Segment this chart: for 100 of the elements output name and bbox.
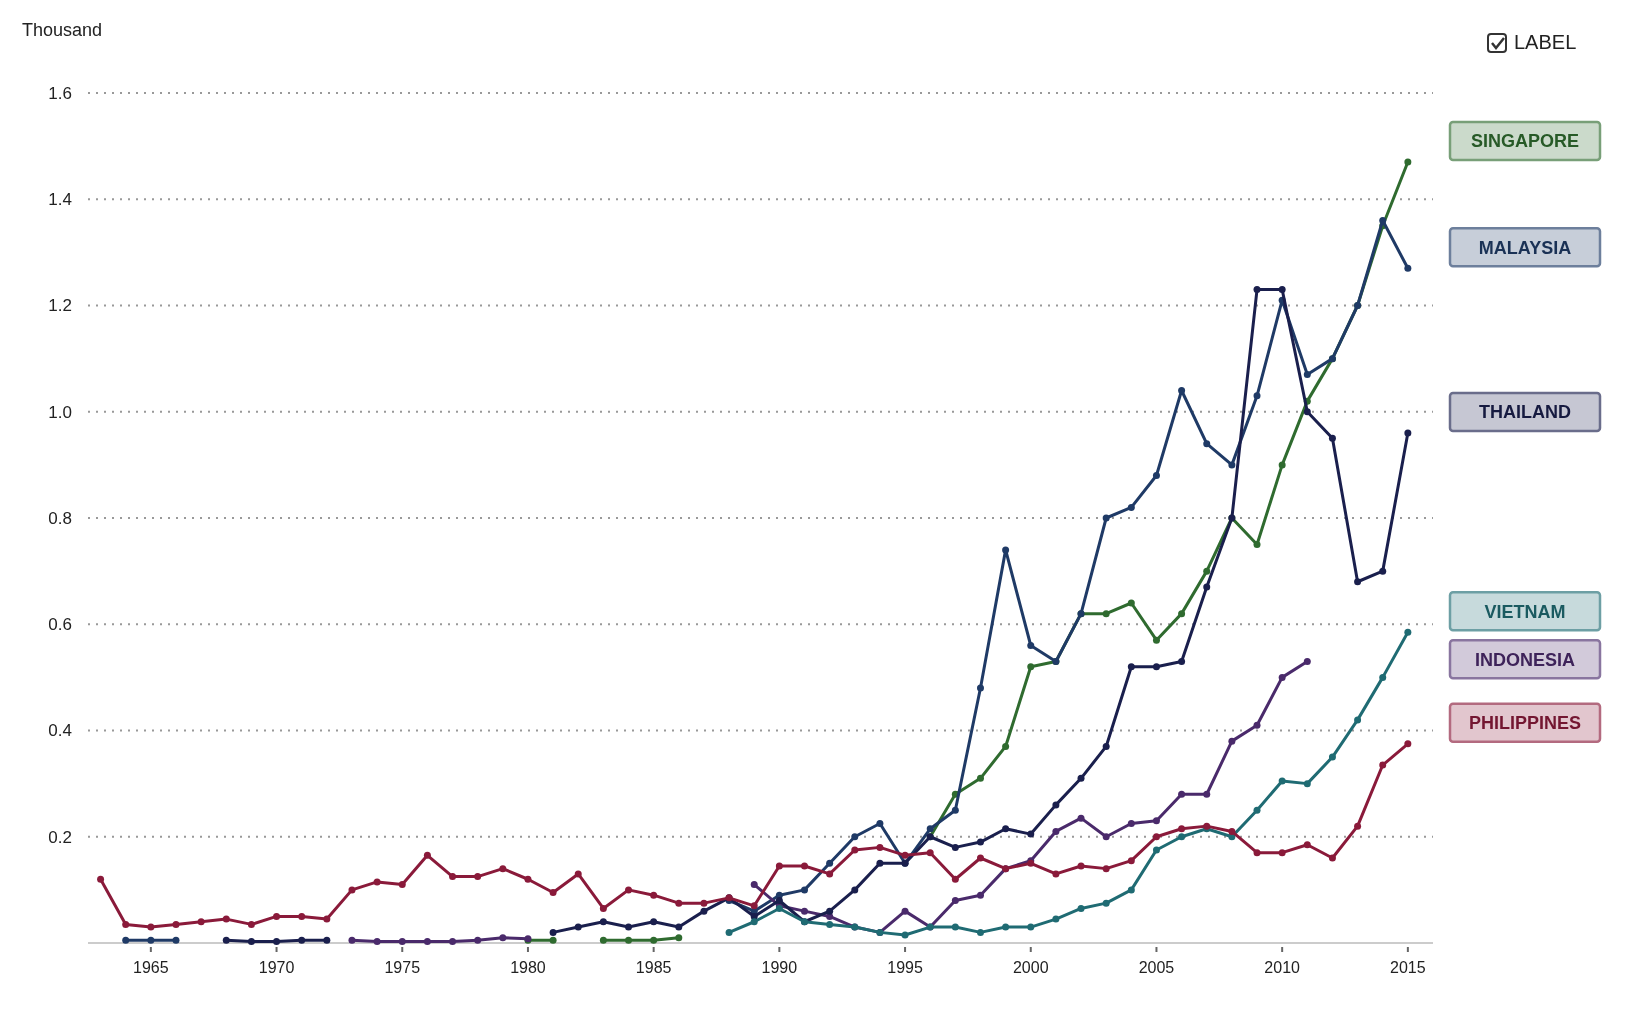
point <box>951 843 959 851</box>
point <box>1027 642 1035 649</box>
point <box>876 843 884 851</box>
point <box>1303 841 1311 849</box>
point <box>1127 857 1135 865</box>
point <box>976 774 984 782</box>
point <box>876 859 884 867</box>
y-tick-label: 0.6 <box>48 615 72 635</box>
point <box>1027 923 1035 931</box>
point <box>1178 610 1186 618</box>
point <box>1253 806 1261 814</box>
point <box>423 851 431 859</box>
point <box>1052 915 1060 923</box>
point <box>1077 774 1085 782</box>
point <box>549 936 557 944</box>
point <box>499 934 507 942</box>
y-axis-title: Thousand <box>22 20 103 40</box>
point <box>549 928 557 936</box>
point <box>449 873 457 881</box>
point <box>122 920 130 928</box>
point <box>1228 827 1236 835</box>
point <box>1152 472 1160 479</box>
point <box>1328 854 1336 862</box>
point <box>298 912 306 920</box>
point <box>423 937 431 945</box>
point <box>247 937 255 945</box>
point <box>449 937 457 945</box>
point <box>1102 899 1110 907</box>
y-tick-label: 1.2 <box>48 296 72 316</box>
point <box>1278 461 1286 469</box>
point <box>1102 514 1110 522</box>
point <box>1253 286 1261 294</box>
point <box>1152 636 1160 644</box>
point <box>725 928 733 936</box>
point <box>675 923 683 931</box>
point <box>1278 777 1286 785</box>
point <box>1379 217 1387 224</box>
point <box>1354 578 1362 586</box>
x-tick-label: 1980 <box>510 959 546 976</box>
point <box>1178 833 1186 841</box>
point <box>499 865 507 873</box>
point <box>675 899 683 907</box>
point <box>1328 434 1336 442</box>
point <box>348 886 356 894</box>
point <box>901 851 909 859</box>
point <box>172 920 180 928</box>
point <box>1303 408 1311 416</box>
point <box>1203 790 1211 798</box>
point <box>273 937 281 945</box>
point <box>122 936 130 944</box>
point <box>1404 429 1412 437</box>
point <box>625 886 633 894</box>
point <box>901 907 909 915</box>
x-tick-label: 2005 <box>1138 959 1175 976</box>
point <box>1203 583 1211 591</box>
point <box>97 875 105 883</box>
x-tick-label: 2015 <box>1390 959 1426 976</box>
x-tick-label: 1995 <box>887 959 923 976</box>
point <box>826 920 834 928</box>
point <box>1152 663 1160 671</box>
point <box>1152 846 1160 854</box>
point <box>976 684 984 692</box>
text: LABEL <box>1514 31 1577 53</box>
x-tick-label: 1985 <box>635 959 672 976</box>
text: PHILIPPINES <box>1468 713 1582 734</box>
point <box>1002 546 1010 554</box>
point <box>801 886 808 894</box>
point <box>549 889 557 897</box>
point <box>775 897 783 904</box>
point <box>247 920 255 928</box>
point <box>951 806 959 814</box>
point <box>700 899 708 907</box>
point <box>1379 761 1387 769</box>
point <box>976 854 984 862</box>
point <box>1002 825 1010 833</box>
point <box>574 923 582 931</box>
point <box>650 936 658 944</box>
x-tick-label: 1975 <box>384 959 421 976</box>
point <box>775 862 783 870</box>
point <box>1178 387 1186 394</box>
point <box>1002 742 1010 750</box>
y-tick-label: 0.4 <box>48 721 72 741</box>
point <box>373 937 381 945</box>
point <box>273 912 281 920</box>
text: THAILAND <box>1479 402 1571 423</box>
point <box>1278 673 1286 681</box>
point <box>801 862 808 870</box>
text: INDONESIA <box>1474 649 1576 670</box>
y-tick-label: 1.6 <box>48 83 72 103</box>
point <box>474 936 482 944</box>
point <box>750 918 758 926</box>
point <box>826 870 834 878</box>
x-tick-label: 2000 <box>1012 959 1049 976</box>
point <box>976 891 984 899</box>
point <box>951 875 959 883</box>
y-tick-label: 1.4 <box>48 190 72 210</box>
point <box>1077 814 1085 822</box>
point <box>1127 819 1135 827</box>
y-tick-label: 1.0 <box>48 402 72 422</box>
point <box>147 923 155 931</box>
